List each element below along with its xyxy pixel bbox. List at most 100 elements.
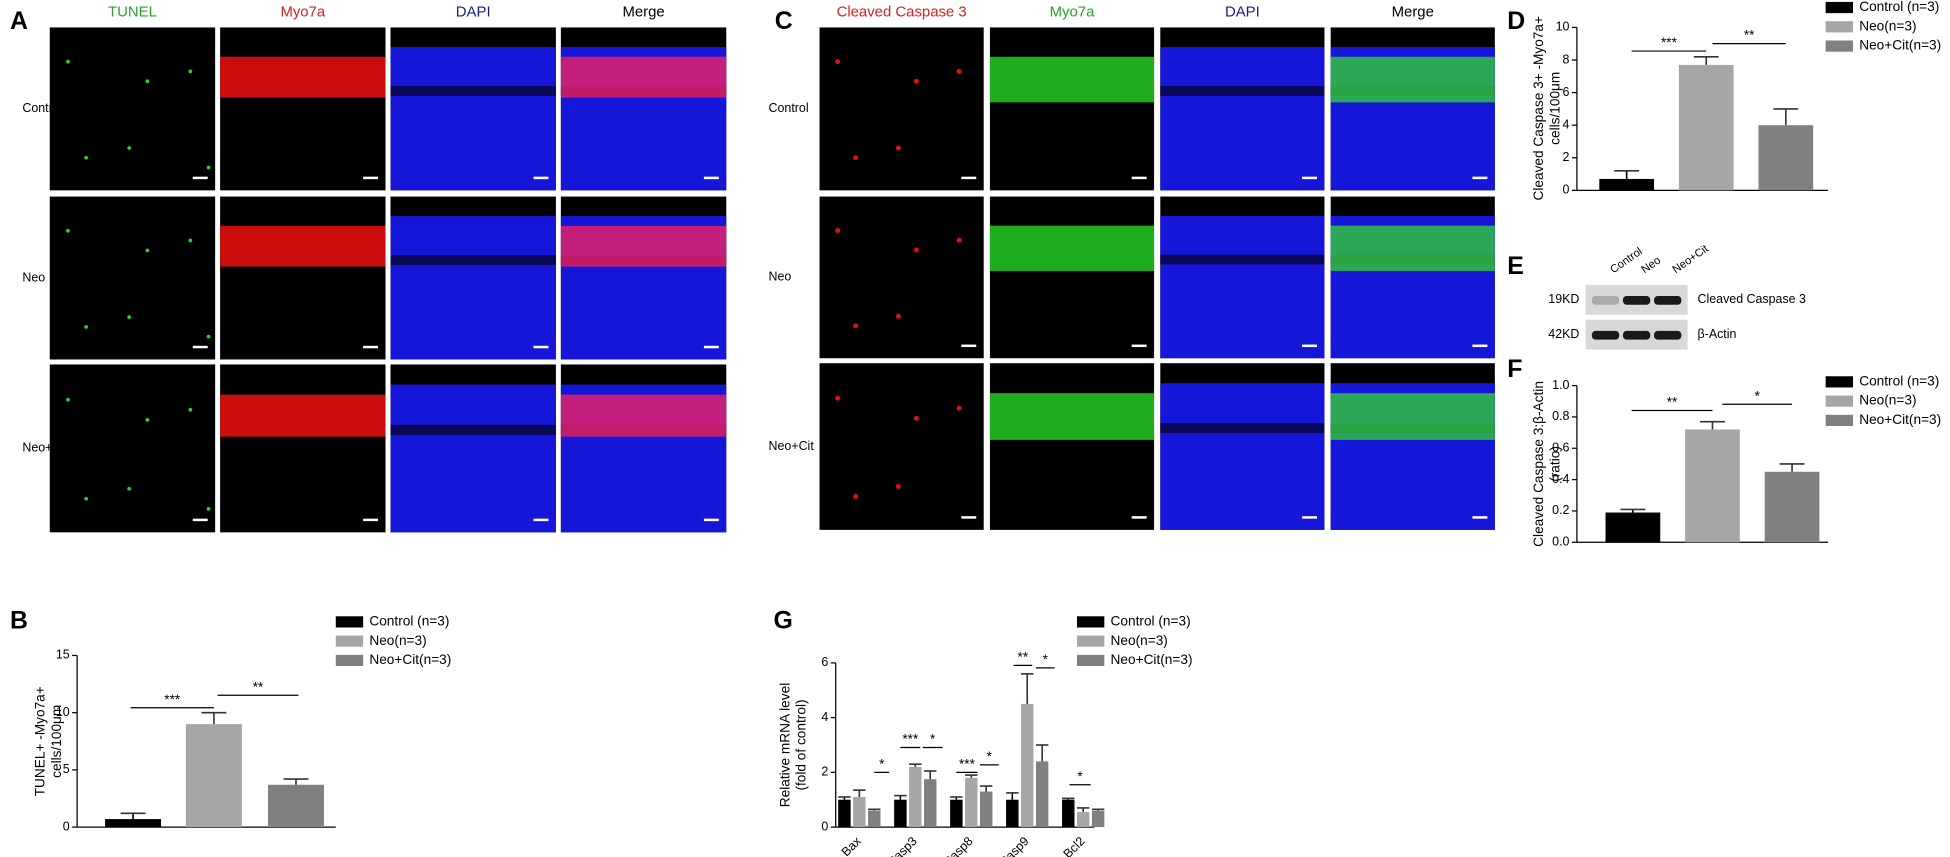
micrograph xyxy=(390,364,556,533)
legend-label: Neo+Cit(n=3) xyxy=(1859,412,1941,427)
panel-letter: B xyxy=(10,606,28,634)
hair-cells xyxy=(989,225,1155,271)
y-tick-label: 5 xyxy=(63,762,70,776)
dot xyxy=(66,59,70,64)
y-axis-label: Relative mRNA level xyxy=(778,683,793,807)
micrograph-bg xyxy=(989,27,1155,191)
bar xyxy=(1758,125,1814,191)
dapi-gap xyxy=(1160,86,1325,96)
dot xyxy=(913,415,919,421)
micrograph xyxy=(819,363,984,530)
significance-label: ** xyxy=(1744,28,1755,43)
error-bar xyxy=(979,785,993,792)
lane-label: Neo+Cit xyxy=(1670,242,1711,276)
legend-swatch xyxy=(1825,21,1853,33)
micrograph xyxy=(49,196,216,360)
band xyxy=(1591,296,1620,305)
dot xyxy=(127,146,132,150)
dot xyxy=(956,237,962,243)
hair-cells xyxy=(220,225,386,267)
significance-label: *** xyxy=(1661,35,1678,50)
band-size: 42KD xyxy=(1548,327,1579,341)
band xyxy=(1622,296,1651,305)
column-header: Myo7a xyxy=(1050,3,1095,20)
bar xyxy=(1076,812,1090,828)
dot xyxy=(853,323,859,329)
y-axis-label: (fold of control) xyxy=(794,699,809,790)
dot xyxy=(895,313,901,319)
legend-label: Neo+Cit(n=3) xyxy=(1859,38,1941,53)
dapi-gap xyxy=(1160,423,1325,434)
y-tick-label: 4 xyxy=(1563,117,1570,131)
bar xyxy=(894,799,907,828)
y-tick-label: 8 xyxy=(1563,52,1570,66)
micrograph xyxy=(220,27,386,191)
x-tick-label: Casp9 xyxy=(996,834,1031,857)
dot xyxy=(66,397,70,402)
significance-label: * xyxy=(879,757,885,772)
dot xyxy=(895,484,901,490)
error-bar xyxy=(1693,55,1719,65)
y-tick-label: 10 xyxy=(1556,20,1570,34)
x-tick-label: Casp3 xyxy=(884,834,919,857)
panel-letter: E xyxy=(1507,252,1524,280)
micrograph-bg xyxy=(819,363,984,530)
error-bar xyxy=(120,812,146,820)
column-header: TUNEL xyxy=(108,3,157,20)
dot xyxy=(145,79,150,84)
bar xyxy=(105,819,162,828)
micrograph-bg xyxy=(49,364,216,533)
hair-cells xyxy=(220,56,386,98)
significance-label: * xyxy=(1755,388,1761,403)
panel-letter: D xyxy=(1507,7,1525,35)
legend-label: Control (n=3) xyxy=(1859,0,1939,14)
micrograph-bg xyxy=(819,196,984,359)
dot xyxy=(188,69,193,74)
legend-label: Control (n=3) xyxy=(1859,373,1939,388)
y-axis-label: (ratio) xyxy=(1547,446,1562,482)
hair-cells xyxy=(1330,225,1495,271)
bar xyxy=(1035,761,1049,828)
y-axis-label: TUNEL+ -Myo7a+ xyxy=(33,686,48,796)
error-bar xyxy=(1021,673,1034,704)
x-tick-label: Bcl2 xyxy=(1061,834,1088,857)
band xyxy=(1654,330,1682,340)
x-tick-label: Casp8 xyxy=(940,834,975,857)
y-axis-label: Cleaved Caspase 3:β-Actin xyxy=(1531,381,1546,547)
y-tick-label: 0 xyxy=(1563,183,1570,197)
significance-label: * xyxy=(987,749,993,764)
bar xyxy=(1599,178,1655,191)
hair-cells xyxy=(1330,393,1495,440)
significance-label: *** xyxy=(902,732,919,747)
column-header: Merge xyxy=(1392,3,1434,20)
hair-cells xyxy=(560,56,727,98)
dot xyxy=(127,315,132,319)
error-bar xyxy=(201,711,227,725)
legend-label: Neo+Cit(n=3) xyxy=(1111,652,1193,667)
error-bar xyxy=(1091,808,1105,811)
micrograph xyxy=(1330,363,1495,530)
error-bar xyxy=(1076,807,1090,813)
dot xyxy=(913,247,919,253)
dot xyxy=(913,78,919,84)
legend-swatch xyxy=(1076,635,1105,647)
y-tick-label: 2 xyxy=(1563,150,1570,164)
error-bar xyxy=(283,778,309,785)
dapi xyxy=(1160,46,1325,191)
y-tick-label: 0.0 xyxy=(1552,535,1569,549)
significance-label: *** xyxy=(164,692,181,707)
significance-label: ** xyxy=(1018,650,1029,665)
bar xyxy=(838,799,851,828)
legend-label: Neo(n=3) xyxy=(1111,633,1168,648)
y-tick-label: 4 xyxy=(821,710,828,724)
micrograph xyxy=(220,364,386,533)
dot xyxy=(84,496,88,501)
error-bar xyxy=(909,763,922,767)
dot xyxy=(84,155,88,160)
micrograph xyxy=(1160,363,1325,530)
column-header: DAPI xyxy=(456,3,491,20)
bar xyxy=(1685,429,1740,543)
x-tick-label: Bax xyxy=(839,834,865,857)
legend-swatch xyxy=(1076,654,1105,667)
significance-label: * xyxy=(1043,652,1049,667)
